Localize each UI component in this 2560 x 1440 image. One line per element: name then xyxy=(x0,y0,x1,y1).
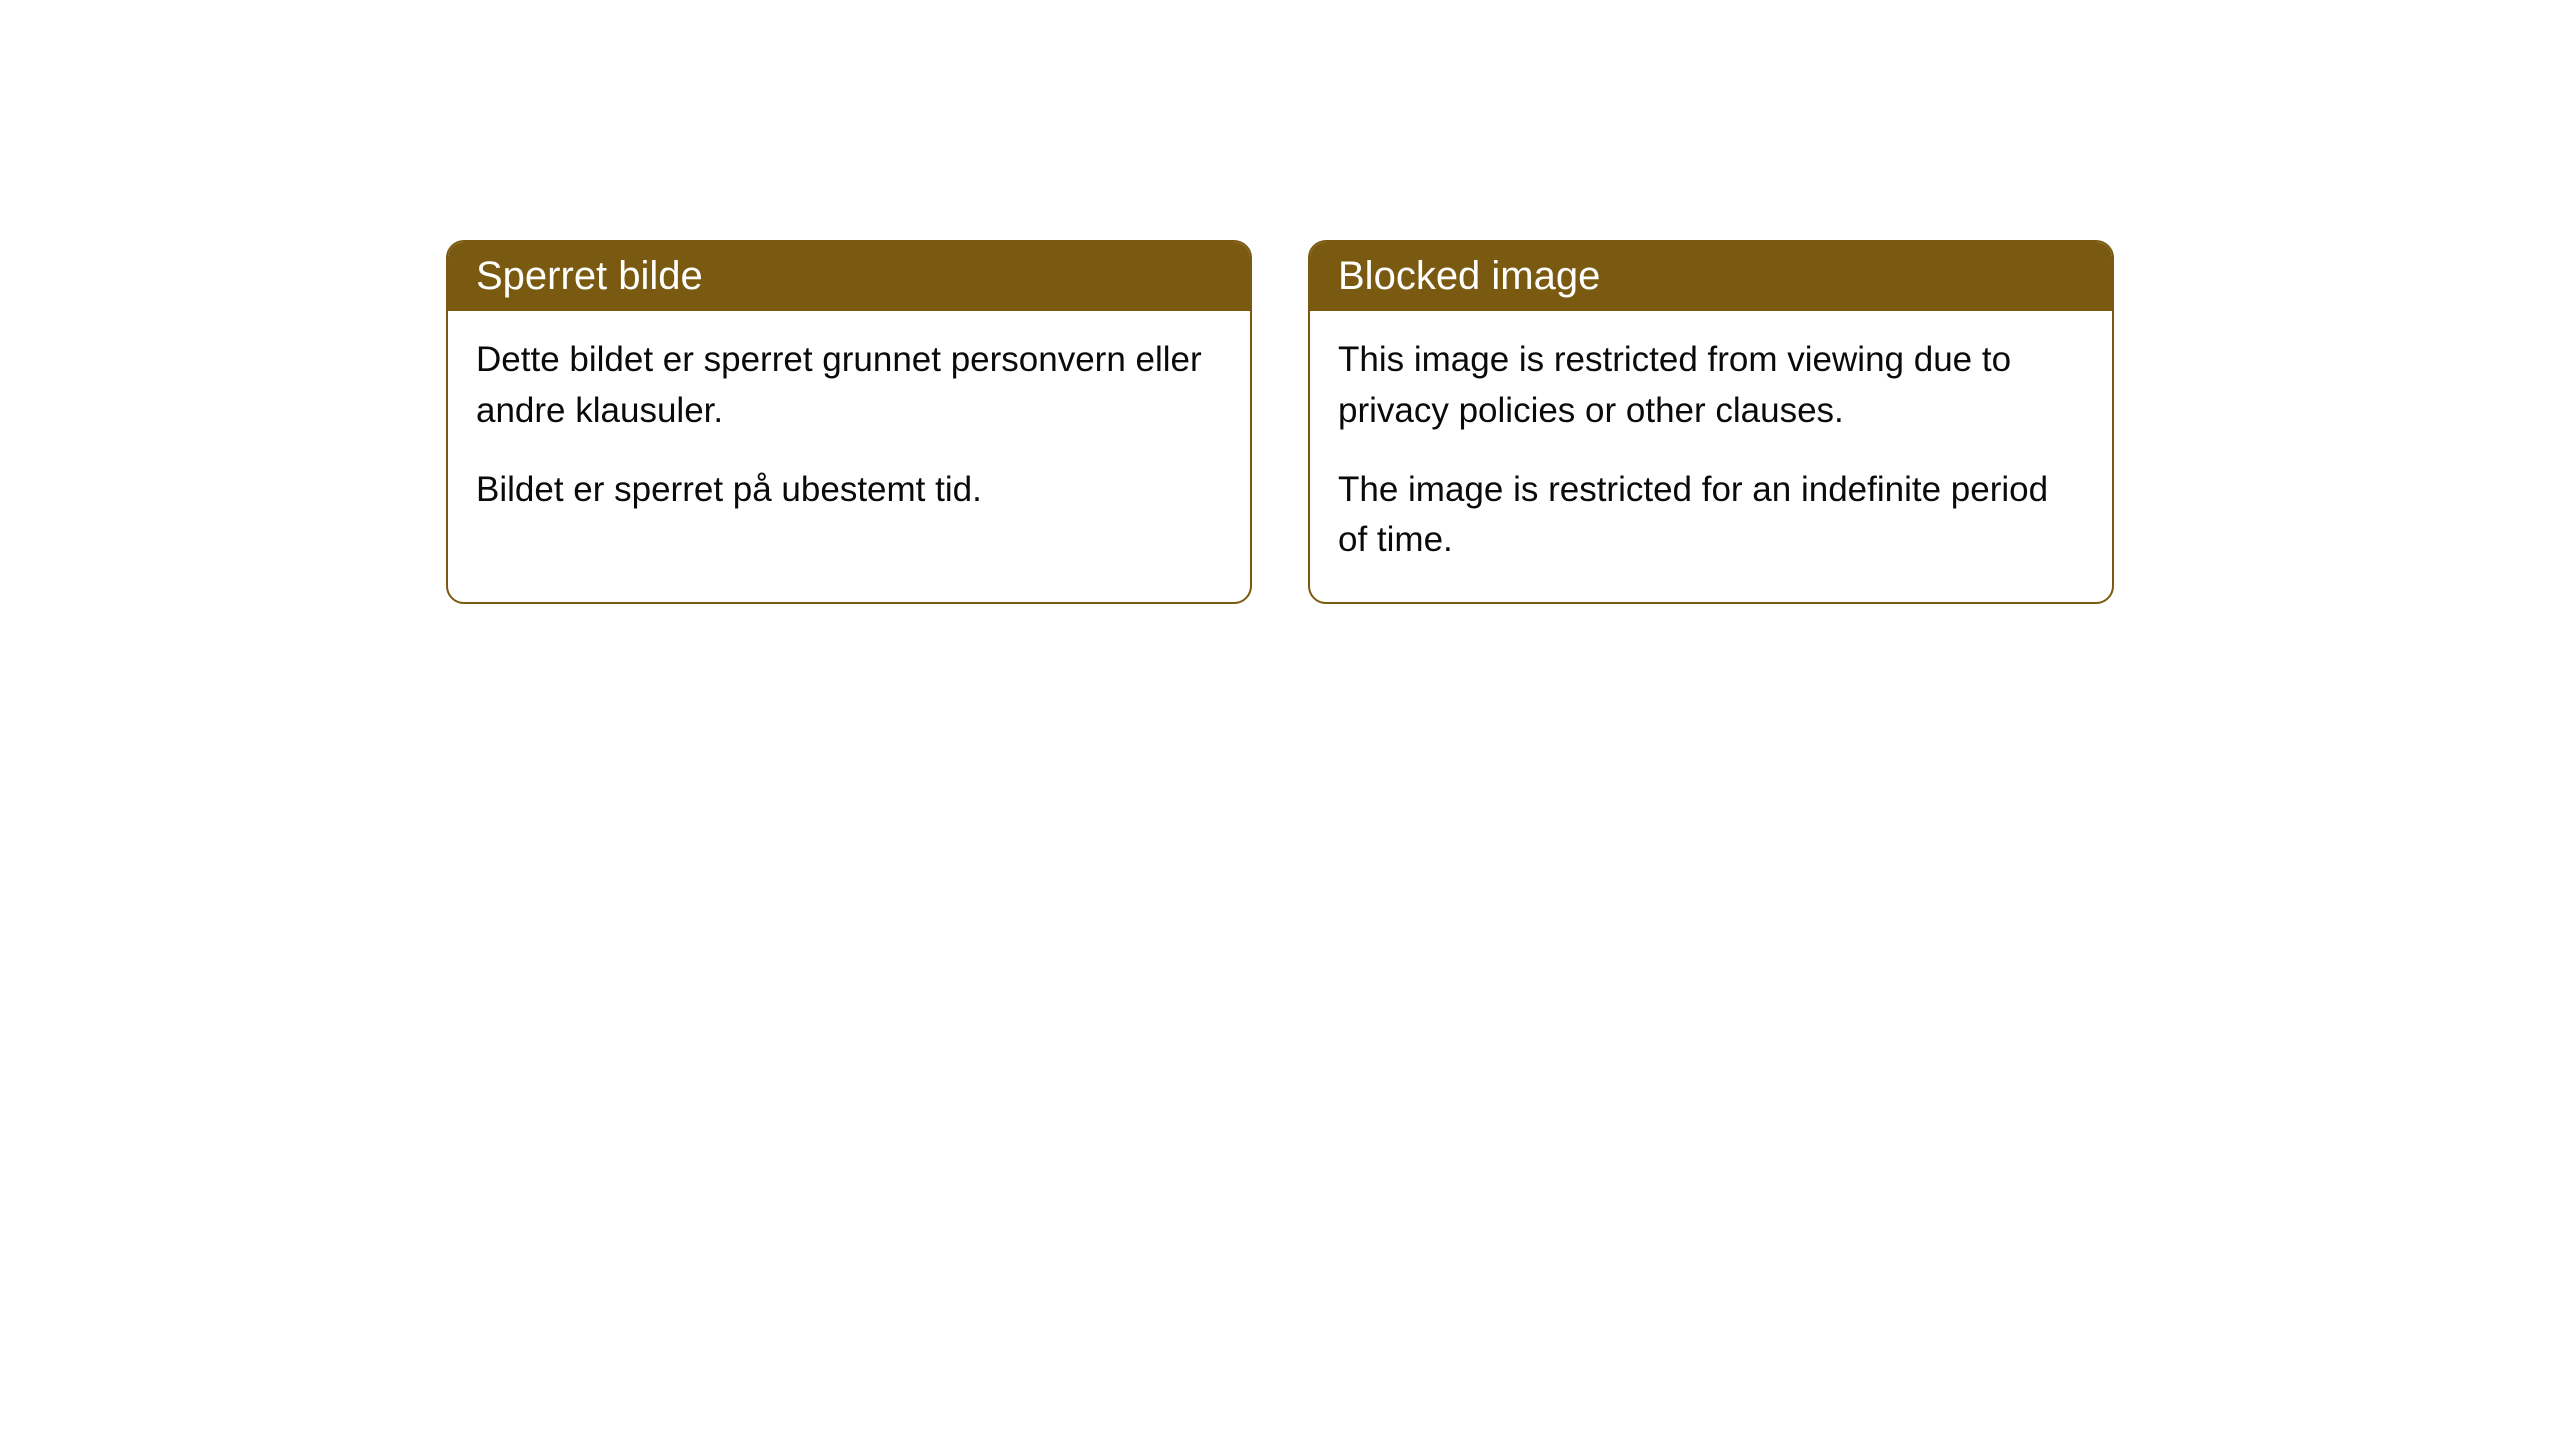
blocked-image-card-english: Blocked image This image is restricted f… xyxy=(1308,240,2114,604)
blocked-image-card-norwegian: Sperret bilde Dette bildet er sperret gr… xyxy=(446,240,1252,604)
blocked-image-notices: Sperret bilde Dette bildet er sperret gr… xyxy=(446,240,2114,604)
card-text-english-2: The image is restricted for an indefinit… xyxy=(1338,465,2084,567)
card-title-english: Blocked image xyxy=(1310,242,2112,311)
card-body-norwegian: Dette bildet er sperret grunnet personve… xyxy=(448,311,1250,551)
card-text-norwegian-1: Dette bildet er sperret grunnet personve… xyxy=(476,335,1222,437)
card-title-norwegian: Sperret bilde xyxy=(448,242,1250,311)
card-text-norwegian-2: Bildet er sperret på ubestemt tid. xyxy=(476,465,1222,516)
card-text-english-1: This image is restricted from viewing du… xyxy=(1338,335,2084,437)
card-body-english: This image is restricted from viewing du… xyxy=(1310,311,2112,602)
